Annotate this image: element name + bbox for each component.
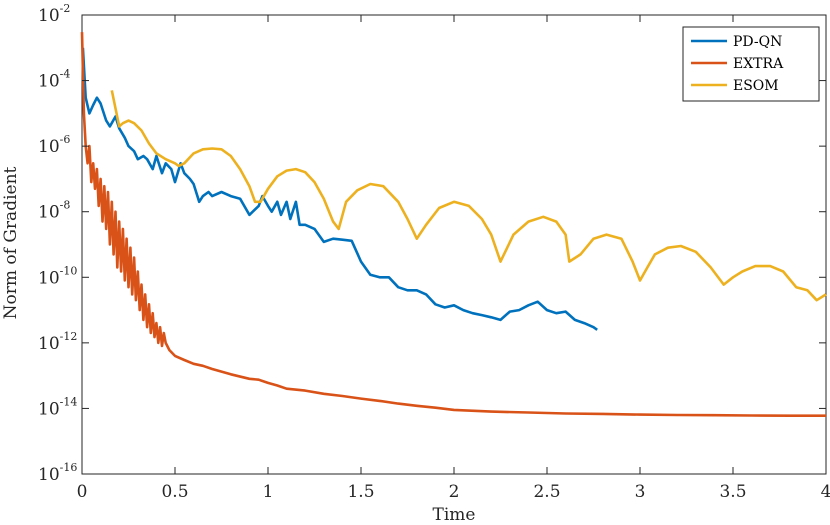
- series-line-extra: [80, 32, 826, 418]
- legend: PD-QN EXTRA ESOM: [682, 26, 820, 102]
- series-layer: [80, 32, 827, 418]
- x-tick-label: 3.5: [719, 482, 746, 502]
- x-tick-label: 1.5: [347, 482, 374, 502]
- x-tick-label: 1: [263, 482, 274, 502]
- x-tick-label: 0.5: [161, 482, 188, 502]
- legend-entry-label: EXTRA: [733, 56, 784, 72]
- y-tick-label: 10-12: [38, 330, 77, 354]
- x-axis-label: Time: [433, 505, 476, 525]
- y-tick-label: 10-2: [38, 2, 70, 26]
- y-tick-label: 10-6: [38, 133, 70, 157]
- x-tick-label: 2: [449, 482, 460, 502]
- y-tick-label: 10-4: [38, 68, 70, 92]
- legend-entry-label: PD-QN: [733, 34, 782, 50]
- series-line-esom: [110, 90, 827, 302]
- x-tick-label: 2.5: [533, 482, 560, 502]
- x-tick-label: 4: [821, 482, 830, 502]
- y-tick-label: 10-8: [38, 199, 70, 223]
- x-tick-label: 3: [635, 482, 646, 502]
- axis-layer: 0 0.5 1 1.5 2 2.5 3 3.5 4 10-2 10-4 10-6 10-8 10-10 10…: [38, 2, 830, 502]
- y-tick-label: 10-10: [38, 264, 77, 288]
- y-axis-label: Norm of Gradient: [1, 166, 21, 319]
- y-tick-label: 10-14: [38, 395, 77, 419]
- y-tick-label: 10-16: [38, 461, 77, 485]
- legend-entry-label: ESOM: [733, 78, 779, 94]
- x-tick-label: 0: [77, 482, 88, 502]
- series-line-pd-qn: [81, 47, 598, 331]
